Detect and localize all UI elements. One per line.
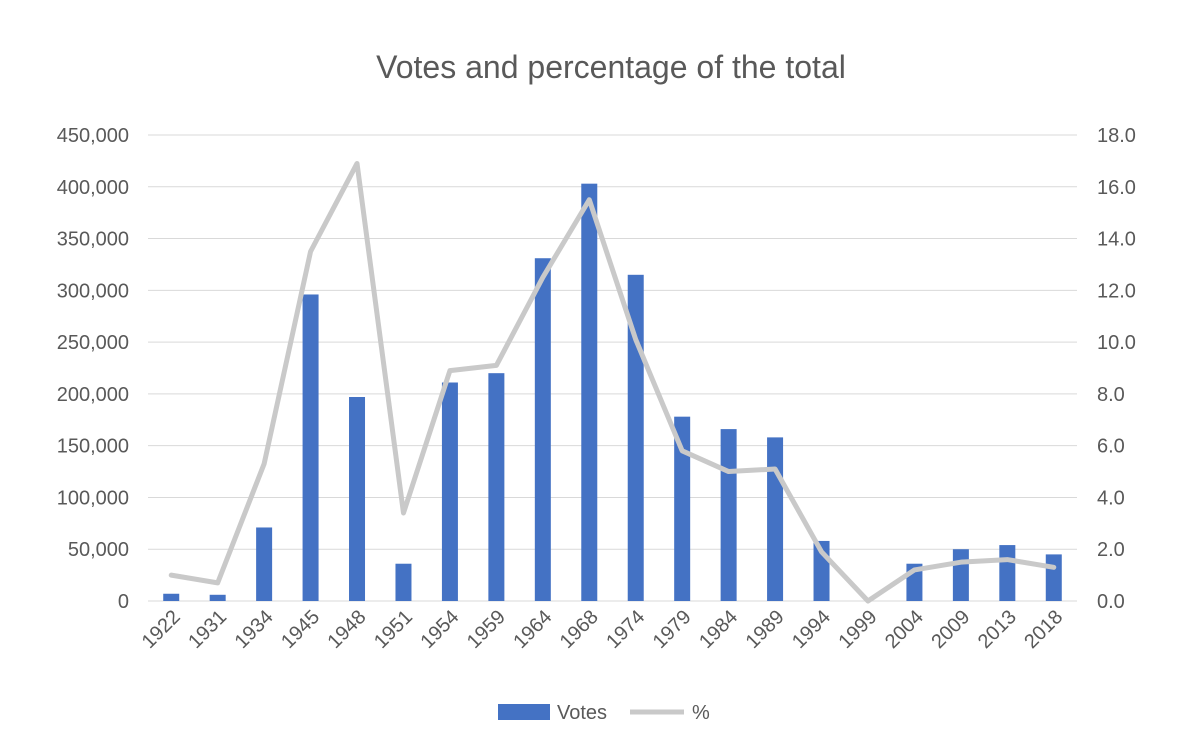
votes-bar <box>488 373 505 601</box>
right-tick-label: 2.0 <box>1097 539 1125 561</box>
left-tick-label: 150,000 <box>57 436 129 458</box>
x-tick-label: 1994 <box>788 606 835 653</box>
x-tick-label: 2004 <box>881 606 928 653</box>
left-tick-label: 350,000 <box>57 229 129 251</box>
legend: Votes % <box>498 702 710 724</box>
left-tick-label: 50,000 <box>68 539 129 561</box>
votes-bar <box>534 258 551 601</box>
right-tick-label: 14.0 <box>1097 229 1136 251</box>
left-tick-label: 300,000 <box>57 280 129 302</box>
left-tick-label: 400,000 <box>57 177 129 199</box>
x-tick-label: 1989 <box>742 606 789 653</box>
votes-bar <box>302 294 319 601</box>
x-tick-label: 1934 <box>231 606 278 653</box>
x-tick-label: 2009 <box>927 606 974 653</box>
x-tick-label: 1951 <box>370 606 417 653</box>
right-tick-label: 18.0 <box>1097 125 1136 147</box>
right-tick-label: 8.0 <box>1097 384 1125 406</box>
chart-title: Votes and percentage of the total <box>376 49 846 85</box>
votes-bar <box>952 549 969 601</box>
x-tick-label: 1922 <box>138 606 185 653</box>
right-tick-label: 4.0 <box>1097 487 1125 509</box>
right-tick-label: 0.0 <box>1097 591 1125 613</box>
votes-bar <box>767 437 784 601</box>
votes-bar <box>163 593 180 601</box>
percent-series-line <box>168 160 1057 604</box>
right-tick-label: 6.0 <box>1097 436 1125 458</box>
legend-votes-label: Votes <box>557 702 607 724</box>
left-tick-label: 450,000 <box>57 125 129 147</box>
legend-votes-swatch <box>498 704 550 720</box>
votes-bar <box>256 527 273 601</box>
votes-bar <box>441 382 458 601</box>
votes-bars <box>163 183 1062 601</box>
x-tick-label: 1959 <box>463 606 510 653</box>
x-tick-label: 1964 <box>509 606 556 653</box>
right-y-axis: 0.0 2.0 4.0 6.0 8.0 10.0 12.0 14.0 16.0 18.0 <box>1097 125 1136 613</box>
left-tick-label: 0 <box>118 591 129 613</box>
votes-bar <box>209 594 226 601</box>
right-tick-label: 10.0 <box>1097 332 1136 354</box>
left-y-axis: 0 50,000 100,000 150,000 200,000 250,000 300,0… <box>57 125 129 613</box>
right-tick-label: 12.0 <box>1097 280 1136 302</box>
votes-bar <box>627 274 644 601</box>
x-tick-label: 1984 <box>695 606 742 653</box>
x-tick-label: 2013 <box>974 606 1021 653</box>
x-tick-label: 2018 <box>1020 606 1067 653</box>
left-tick-label: 100,000 <box>57 487 129 509</box>
left-tick-label: 250,000 <box>57 332 129 354</box>
votes-bar <box>581 183 598 601</box>
x-tick-label: 1979 <box>649 606 696 653</box>
x-tick-label: 1968 <box>556 606 603 653</box>
x-axis: 1922 1931 1934 1945 1948 1951 1954 1959 1964 1968… <box>138 606 1068 653</box>
x-tick-label: 1954 <box>416 606 463 653</box>
votes-bar <box>1045 554 1062 601</box>
votes-bar <box>349 396 366 601</box>
legend-percent-label: % <box>692 702 710 724</box>
x-tick-label: 1945 <box>277 606 324 653</box>
left-tick-label: 200,000 <box>57 384 129 406</box>
x-tick-label: 1999 <box>834 606 881 653</box>
votes-bar <box>674 416 691 601</box>
votes-bar <box>720 429 737 601</box>
votes-bar <box>999 545 1016 601</box>
right-tick-label: 16.0 <box>1097 177 1136 199</box>
x-tick-label: 1931 <box>184 606 231 653</box>
votes-bar <box>395 563 412 601</box>
x-tick-label: 1974 <box>602 606 649 653</box>
percent-line <box>168 160 1057 604</box>
x-tick-label: 1948 <box>324 606 371 653</box>
